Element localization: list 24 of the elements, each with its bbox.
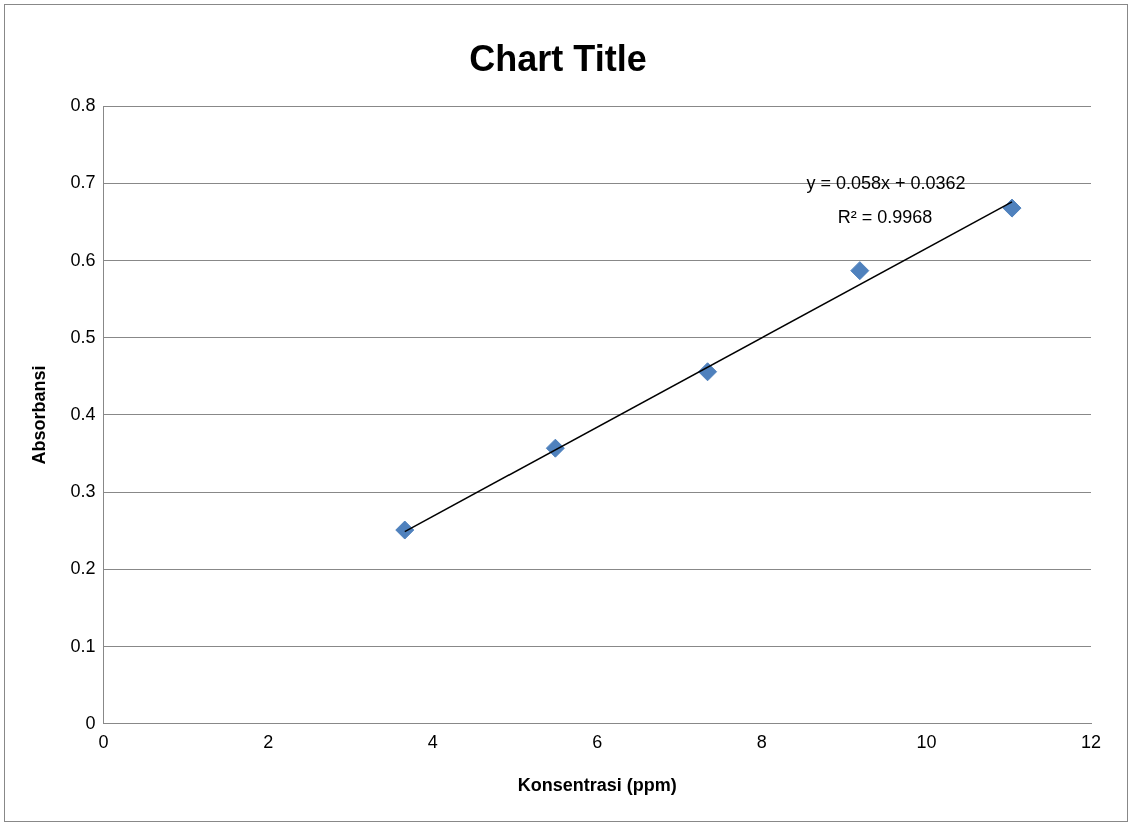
chart-title: Chart Title [469, 37, 647, 79]
point [850, 261, 870, 281]
annotation: R² = 0.9968 [837, 207, 933, 228]
y-tick-label: 0.8 [70, 95, 96, 116]
x-tick-label: 0 [98, 731, 109, 752]
x-axis-title: Konsentrasi (ppm) [517, 775, 677, 796]
y-tick-label: 0.2 [70, 558, 96, 579]
x-tick-label: 4 [427, 731, 438, 752]
point [395, 520, 415, 540]
x-tick-label: 10 [916, 731, 937, 752]
y-tick-label: 0.7 [70, 172, 96, 193]
x-tick-label: 2 [263, 731, 274, 752]
y-tick-label: 0.1 [70, 635, 96, 656]
y-tick-label: 0.6 [70, 249, 96, 270]
x-tick-label: 6 [592, 731, 603, 752]
x-tick-label: 12 [1080, 731, 1102, 752]
y-tick-label: 0.3 [70, 481, 96, 502]
annotation: y = 0.058x + 0.0362 [806, 173, 966, 194]
y-tick-label: 0.5 [70, 326, 96, 347]
y-tick-label: 0.4 [70, 403, 96, 424]
point [1002, 198, 1022, 218]
y-tick-label: 0 [85, 712, 96, 733]
y-axis-title: Absorbansi [28, 365, 49, 465]
x-tick-label: 8 [756, 731, 767, 752]
